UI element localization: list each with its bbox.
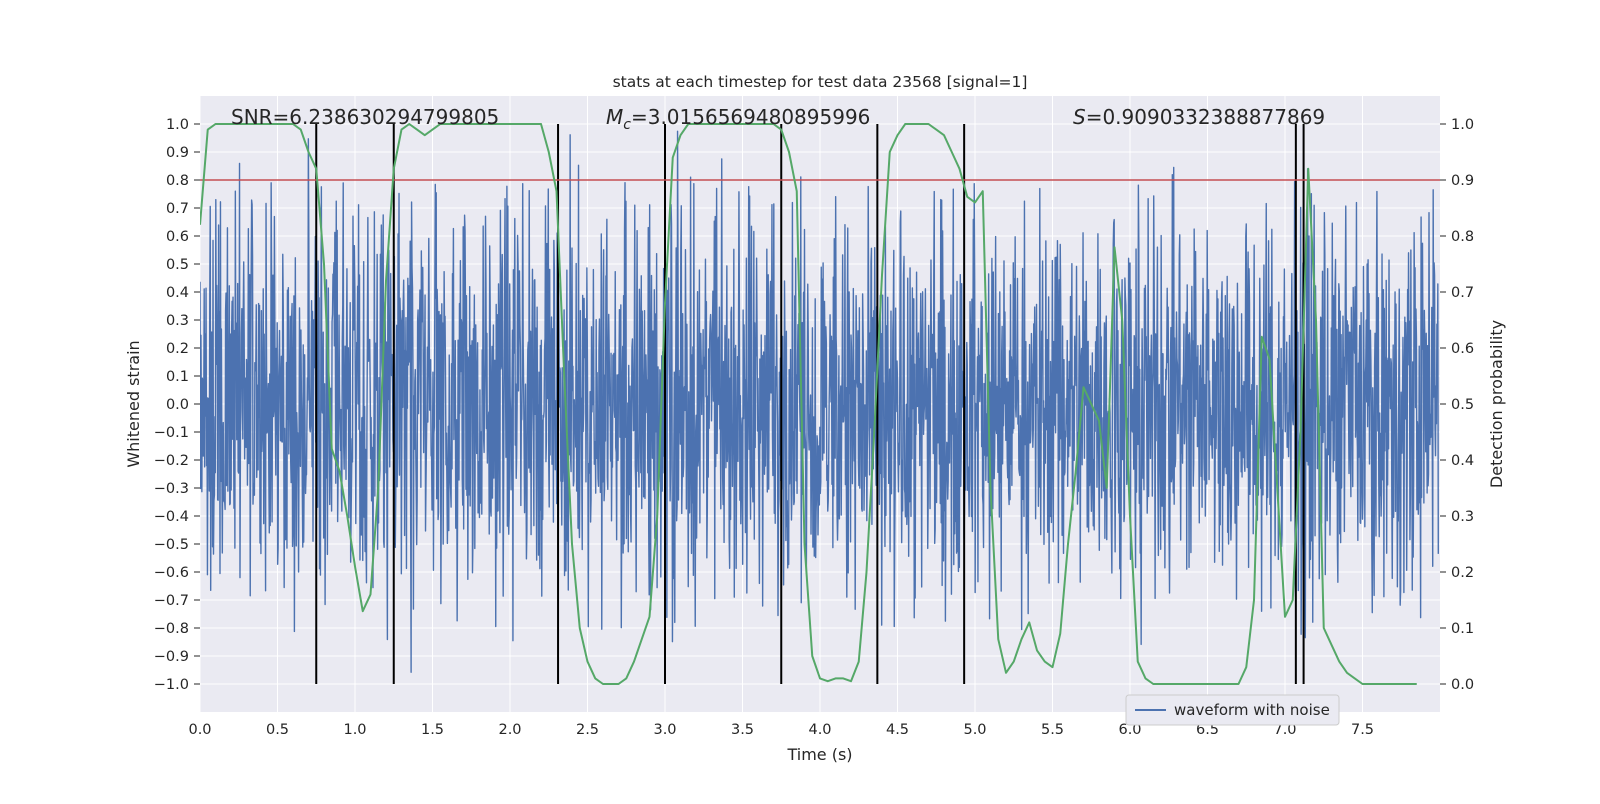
legend: waveform with noise <box>1125 694 1340 726</box>
chart-title: stats at each timestep for test data 235… <box>613 73 1028 91</box>
x-tick-label: 6.5 <box>1196 722 1219 738</box>
y-left-tick-label: −0.2 <box>154 453 189 469</box>
mc-value: =3.0156569480895996 <box>631 105 870 129</box>
y-right-tick-label: 0.2 <box>1451 565 1474 581</box>
probability-line <box>200 123 1417 685</box>
x-tick-label: 6.0 <box>1118 722 1141 738</box>
x-tick-label: 1.0 <box>343 722 366 738</box>
y-right-tick-label: 0.8 <box>1451 229 1474 245</box>
y-right-tick-label: 0.3 <box>1451 509 1474 525</box>
y-left-tick-label: 1.0 <box>166 117 189 133</box>
y-axis-left-label: Whitened strain <box>124 340 143 467</box>
y-left-tick-label: 0.3 <box>166 313 189 329</box>
x-tick-label: 3.0 <box>653 722 676 738</box>
x-tick-label: 7.0 <box>1273 722 1296 738</box>
y-left-tick-label: −1.0 <box>154 677 189 693</box>
x-axis-label: Time (s) <box>786 745 852 764</box>
event-markers <box>315 124 1305 684</box>
y-right-tick-label: 0.4 <box>1451 453 1474 469</box>
x-tick-label: 2.5 <box>576 722 599 738</box>
y-left-tick-label: 0.2 <box>166 341 189 357</box>
s-value: =0.9090332388877869 <box>1086 105 1325 129</box>
y-right-tick-label: 0.7 <box>1451 285 1474 301</box>
x-tick-label: 7.5 <box>1351 722 1374 738</box>
s-annotation: S=0.9090332388877869 <box>1073 105 1325 129</box>
y-right-tick-label: 0.1 <box>1451 621 1474 637</box>
y-left-tick-label: −0.9 <box>154 649 189 665</box>
y-right-tick-label: 0.0 <box>1451 677 1474 693</box>
x-tick-label: 2.0 <box>498 722 521 738</box>
y-left-tick-label: 0.8 <box>166 173 189 189</box>
y-left-tick-label: 0.0 <box>166 397 189 413</box>
waveform-line <box>200 130 1439 673</box>
y-left-tick-label: −0.6 <box>154 565 189 581</box>
y-left-tick-label: −0.7 <box>154 593 189 609</box>
y-left-tick-label: −0.8 <box>154 621 189 637</box>
x-tick-label: 4.5 <box>886 722 909 738</box>
y-left-tick-label: −0.1 <box>154 425 189 441</box>
x-tick-label: 0.5 <box>266 722 289 738</box>
y-right-tick-label: 0.9 <box>1451 173 1474 189</box>
probability-series <box>200 123 1417 685</box>
y-left-tick-label: 0.9 <box>166 145 189 161</box>
y-left-tick-label: 0.6 <box>166 229 189 245</box>
y-right-tick-label: 0.6 <box>1451 341 1474 357</box>
snr-annotation: SNR=6.238630294799805 <box>231 105 499 129</box>
y-left-tick-label: 0.5 <box>166 257 189 273</box>
x-tick-label: 5.0 <box>963 722 986 738</box>
x-tick-labels: 0.0 0.5 1.0 1.5 2.0 2.5 3.0 3.5 4.0 4.5 5.0 5.5 6.0 6… <box>188 722 1374 738</box>
y-left-tick-label: 0.1 <box>166 369 189 385</box>
s-symbol: S <box>1073 105 1086 129</box>
x-tick-label: 4.0 <box>808 722 831 738</box>
y-axis-right-label: Detection probability <box>1487 320 1506 488</box>
y-left-tick-label: −0.4 <box>154 509 189 525</box>
waveform-series <box>200 130 1439 673</box>
mc-symbol: M <box>606 105 623 129</box>
y-right-tick-labels: 1.0 0.9 0.8 0.7 0.6 0.5 0.4 0.3 0.2 0.1 0.0 <box>1440 117 1474 693</box>
y-left-tick-label: 0.4 <box>166 285 189 301</box>
y-left-tick-label: −0.5 <box>154 537 189 553</box>
y-left-tick-labels: 1.0 0.9 0.8 0.7 0.6 0.5 0.4 0.3 0.2 0.1 0.0 −0.1 −0.… <box>154 117 200 693</box>
legend-box <box>1125 694 1340 726</box>
mc-subscript: c <box>623 117 631 133</box>
y-right-tick-label: 0.5 <box>1451 397 1474 413</box>
y-left-tick-label: 0.7 <box>166 201 189 217</box>
x-tick-label: 3.5 <box>731 722 754 738</box>
mc-annotation: Mc=3.0156569480895996 <box>606 105 870 133</box>
legend-label-waveform: waveform with noise <box>1174 701 1330 719</box>
x-tick-label: 0.0 <box>188 722 211 738</box>
y-right-tick-label: 1.0 <box>1451 117 1474 133</box>
x-tick-label: 1.5 <box>421 722 444 738</box>
y-left-tick-label: −0.3 <box>154 481 189 497</box>
x-tick-label: 5.5 <box>1041 722 1064 738</box>
